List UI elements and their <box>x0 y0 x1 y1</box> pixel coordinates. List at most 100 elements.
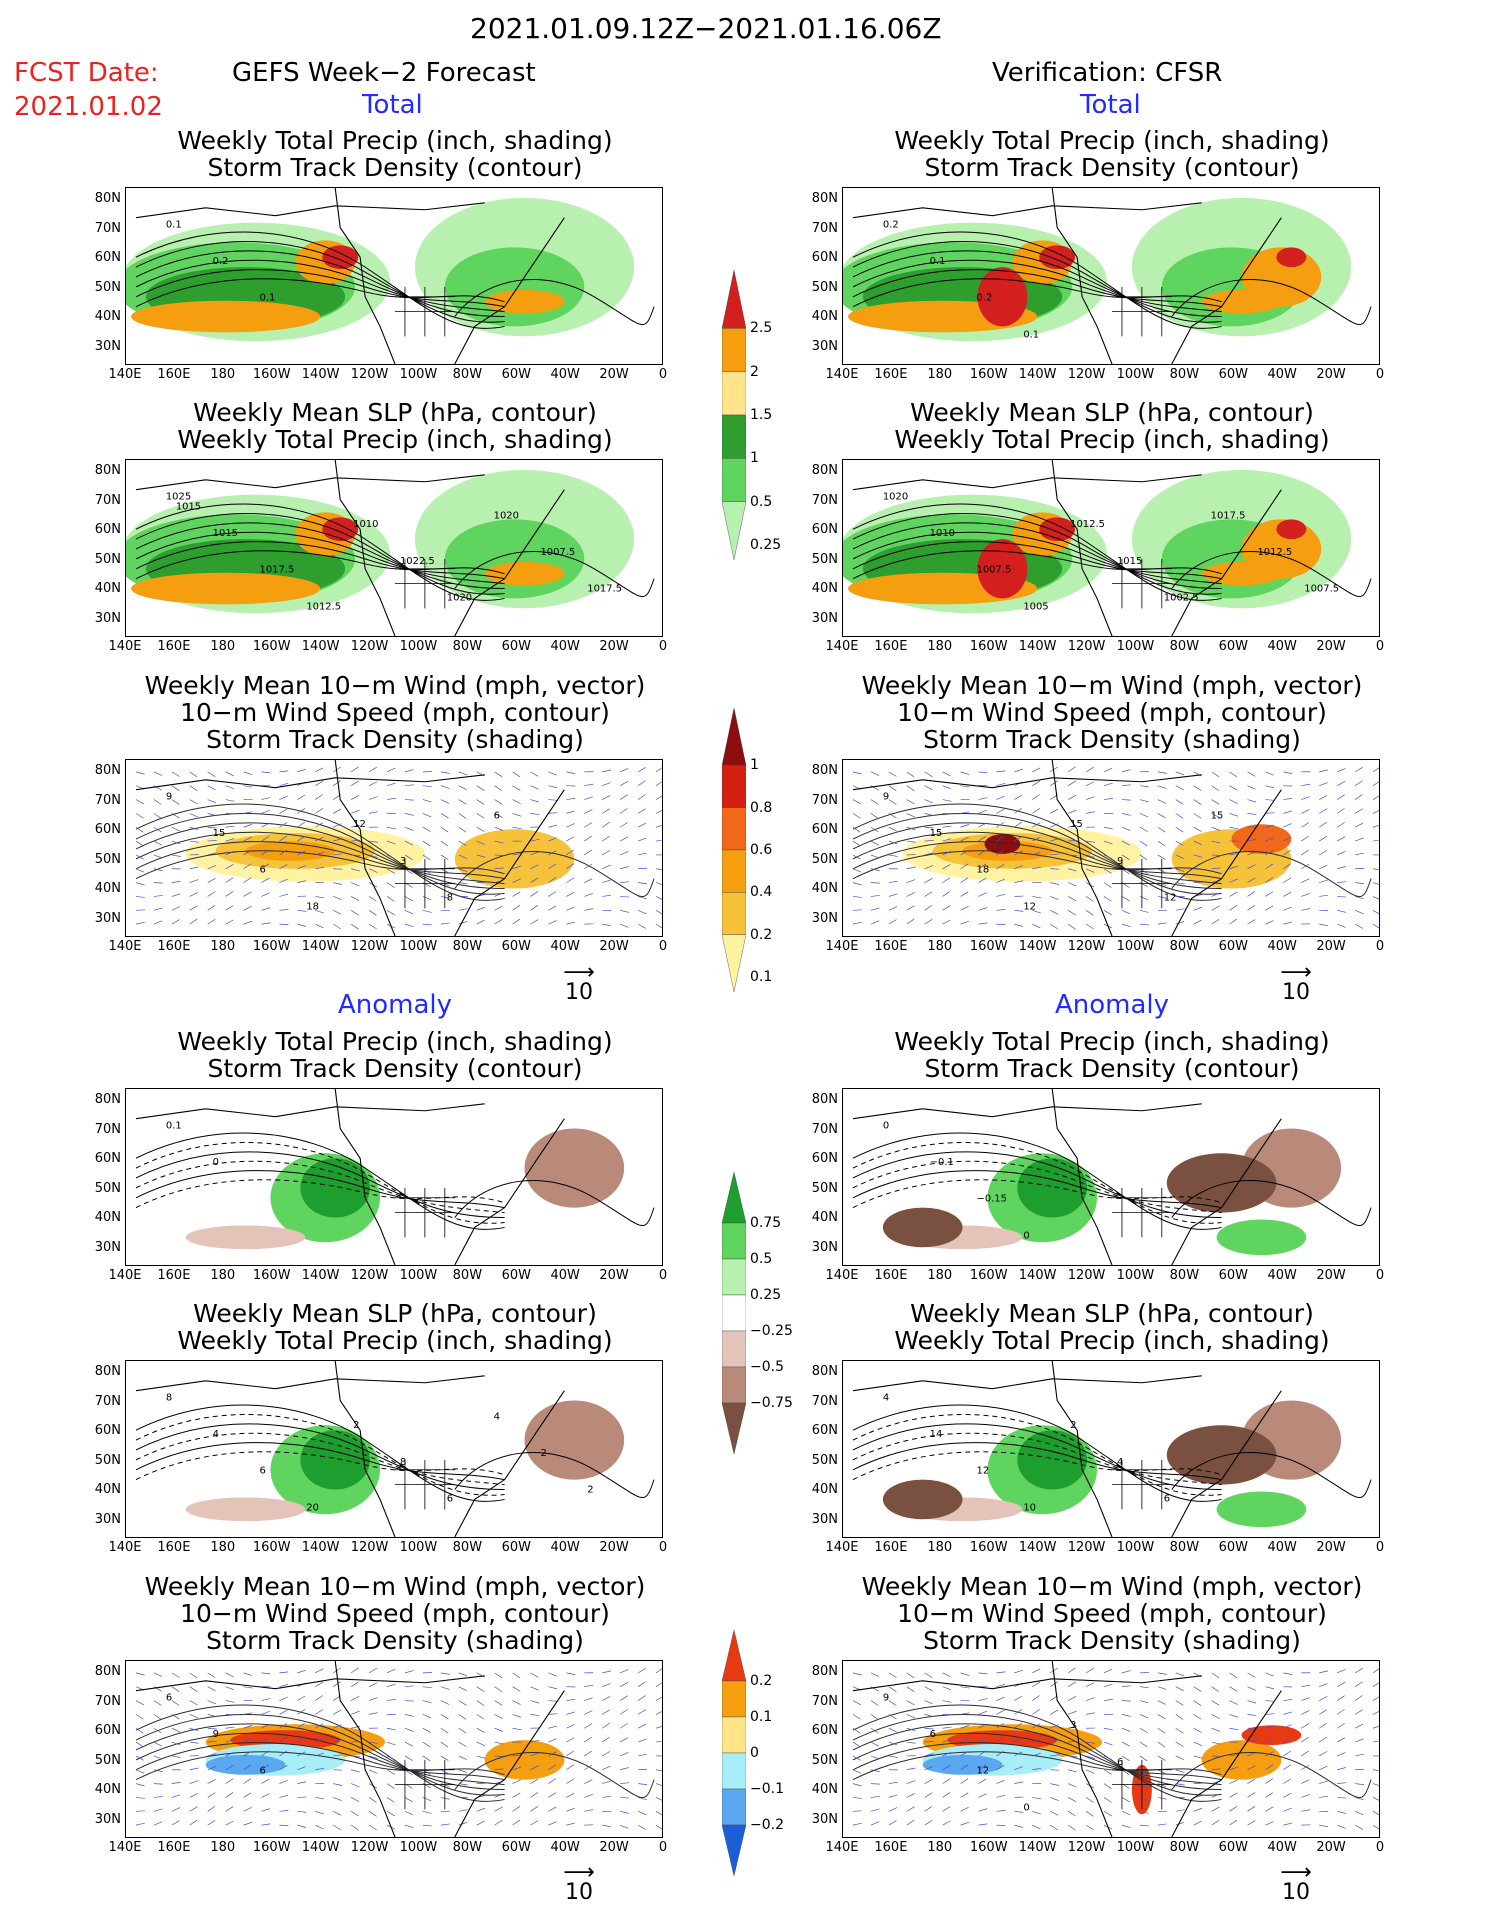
lon-label: 120W <box>350 939 389 954</box>
lon-label: 140E <box>108 367 142 382</box>
map-graphic: 0−0.1−0.150 <box>852 1089 1372 1265</box>
colorbar-label: 1 <box>750 450 759 467</box>
wind-vector <box>888 1741 898 1746</box>
wind-vector <box>1319 1709 1327 1715</box>
wind-vector <box>404 1797 413 1803</box>
wind-vector <box>942 877 951 883</box>
wind-vector <box>476 919 485 925</box>
wind-vector <box>1247 905 1256 911</box>
lon-label: 60W <box>501 1840 531 1855</box>
wind-vector <box>1175 1714 1184 1720</box>
wind-vector <box>189 1819 198 1826</box>
wind-vector <box>1193 813 1202 819</box>
wind-vector <box>548 905 557 911</box>
wind-vector <box>458 1741 467 1747</box>
lat-label: 80N <box>811 1092 838 1107</box>
wind-vector <box>333 1724 342 1729</box>
wind-vector <box>852 1797 862 1799</box>
lat-label: 40N <box>94 1210 121 1225</box>
lon-label: 160W <box>969 1540 1008 1555</box>
wind-vector <box>261 877 270 883</box>
wind-vector <box>1121 1741 1130 1747</box>
lon-label: 0 <box>658 639 668 654</box>
wind-vector <box>638 1783 647 1785</box>
contour-line <box>135 1179 505 1209</box>
wind-vector <box>1229 1819 1238 1826</box>
wind-vector <box>530 1714 540 1716</box>
wind-vector <box>655 868 662 871</box>
wind-vector <box>996 783 1006 787</box>
lat-label: 80N <box>94 1364 121 1379</box>
wind-vector <box>512 1792 521 1798</box>
wind-vector <box>171 1686 180 1692</box>
contour-label: 10 <box>1023 1502 1036 1513</box>
wind-vector <box>1301 893 1310 897</box>
contour-label: 3 <box>1070 1720 1076 1731</box>
contour-label: 4 <box>213 1429 219 1440</box>
wind-vector <box>1372 824 1379 828</box>
lon-label: 100W <box>1116 1840 1155 1855</box>
lon-label: 160W <box>969 639 1008 654</box>
wind-vector <box>171 1807 181 1812</box>
coastline-north-america <box>334 460 396 636</box>
wind-vector <box>350 1797 360 1803</box>
wind-vector <box>1085 1667 1094 1674</box>
wind-vector <box>351 809 360 814</box>
wind-vector <box>1301 1697 1310 1701</box>
wind-vector <box>1229 891 1238 897</box>
contour-label: −0.1 <box>930 1157 954 1168</box>
contour-line <box>135 1170 505 1209</box>
wind-vector <box>1121 769 1131 773</box>
lat-label: 50N <box>94 1452 121 1468</box>
contour-label: 2 <box>587 1485 593 1496</box>
wind-vector <box>530 877 539 883</box>
lat-label: 40N <box>94 1782 121 1797</box>
wind-vector <box>1086 840 1096 843</box>
track-anom-shade <box>1201 1740 1282 1780</box>
colorbar-label: 0.2 <box>750 1673 773 1689</box>
lon-label: 0 <box>1375 939 1385 954</box>
wind-vector <box>135 826 144 833</box>
lon-label: 160E <box>874 1540 908 1555</box>
panel-title-wind-track-fa: Weekly Mean 10−m Wind (mph, vector) 10−m … <box>144 1572 646 1655</box>
wind-vector <box>261 849 270 856</box>
wind-vector <box>1283 906 1292 911</box>
wind-vector <box>1283 1699 1293 1701</box>
wind-vector <box>1372 1696 1379 1701</box>
wind-vector <box>888 919 897 925</box>
wind-vector <box>870 1755 880 1760</box>
lon-label: 20W <box>599 1540 629 1555</box>
wind-vector <box>996 1671 1006 1674</box>
wind-vector <box>1121 868 1130 875</box>
wind-vector <box>924 891 933 897</box>
wind-vector <box>207 840 217 842</box>
lon-label: 160W <box>969 1840 1008 1855</box>
wind-vector <box>458 1809 468 1812</box>
wind-vector <box>243 1821 253 1826</box>
contour-line <box>852 231 1222 329</box>
wind-vector <box>440 826 449 833</box>
state-borders <box>1111 1459 1172 1510</box>
contour-label: 0 <box>213 1157 219 1168</box>
contour-label: 1010 <box>353 519 378 530</box>
wind-vector <box>1067 1797 1077 1803</box>
wind-vector <box>1247 1806 1256 1812</box>
lon-label: 140W <box>301 367 340 382</box>
lon-label: 160W <box>252 1840 291 1855</box>
lat-label: 40N <box>811 1782 838 1797</box>
wind-vector <box>655 1711 662 1715</box>
section-anomaly-right: Anomaly <box>1055 990 1170 1020</box>
contour-label: 1015 <box>213 528 238 539</box>
wind-vector <box>870 840 880 846</box>
lon-label: 140W <box>301 939 340 954</box>
coastline-arctic <box>135 202 485 219</box>
wind-vector <box>1265 863 1274 870</box>
wind-vector <box>1319 821 1327 828</box>
wind-vector <box>1319 864 1328 870</box>
contour-label: 12 <box>1023 901 1036 912</box>
wind-vector <box>333 1824 341 1831</box>
wind-vector <box>351 1741 361 1743</box>
colorbar-segment <box>722 1330 746 1368</box>
wind-vector <box>279 1709 288 1715</box>
coastline-atlantic <box>454 789 565 936</box>
